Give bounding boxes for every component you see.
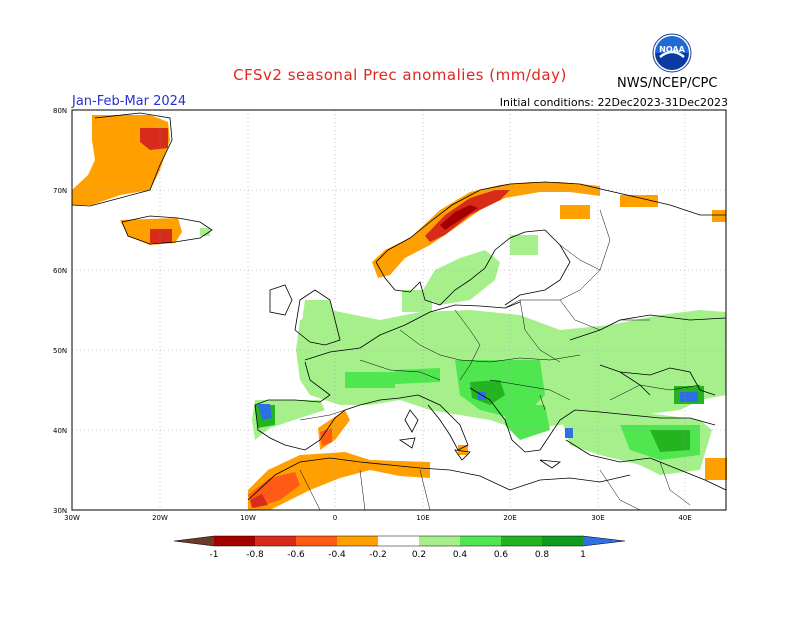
lat-label: 70N — [53, 187, 67, 195]
colorbar-bin — [419, 536, 460, 546]
colorbar-bin — [255, 536, 296, 546]
east-spain-very-dry — [320, 428, 332, 446]
norway-wet — [402, 290, 432, 312]
north-africa-dry — [248, 452, 430, 510]
norway-extreme-dry — [440, 205, 478, 230]
lat-label: 30N — [53, 507, 67, 515]
finland-wet — [510, 235, 538, 255]
colorbar-label: -0.8 — [246, 550, 264, 560]
caucasus-very-wet — [680, 392, 698, 402]
anomaly-fields — [72, 115, 727, 510]
lon-label: 20E — [503, 514, 516, 522]
noaa-logo-icon: NOAA — [652, 33, 692, 73]
alps-wet-mid — [395, 368, 440, 384]
colorbar-label: 0.2 — [412, 550, 426, 560]
middle-east-dry — [705, 458, 727, 480]
morocco-extreme-dry — [250, 494, 268, 508]
turkey-wet-strong — [650, 430, 690, 452]
colorbar-bin — [460, 536, 501, 546]
galicia-very-wet — [258, 404, 272, 420]
far-ne-dry — [712, 210, 726, 222]
colorbar-label: 0.6 — [494, 550, 509, 560]
colorbar-label: -0.2 — [369, 550, 387, 560]
aegean-very-wet — [565, 428, 573, 438]
greece-wet — [505, 405, 550, 440]
lon-label: 10E — [416, 514, 429, 522]
organization-label: NWS/NCEP/CPC — [617, 76, 718, 91]
colorbar-low-arrow — [174, 536, 214, 546]
initial-conditions: Initial conditions: 22Dec2023-31Dec2023 — [499, 96, 728, 109]
country-borders — [299, 209, 701, 511]
forecast-period: Jan-Feb-Mar 2024 — [72, 94, 187, 109]
colorbar-bin — [542, 536, 583, 546]
colorbar-bin — [337, 536, 378, 546]
lon-label: 20W — [152, 514, 168, 522]
uk-wet — [300, 300, 340, 345]
colorbar-label: -0.4 — [328, 550, 346, 560]
greenland-very-dry — [140, 128, 168, 150]
colorbar: -1 -0.8 -0.6 -0.4 -0.2 0.2 0.4 0.6 0.8 1 — [173, 535, 626, 560]
lat-label: 40N — [53, 427, 67, 435]
russia-north-dry — [560, 205, 590, 219]
latitude-labels: 80N 70N 60N 50N 40N 30N — [53, 107, 67, 515]
lat-label: 50N — [53, 347, 67, 355]
adriatic-very-wet — [478, 392, 486, 400]
colorbar-bin — [378, 536, 419, 546]
colorbar-label: 0.8 — [535, 550, 550, 560]
colorbar-label: 1 — [580, 550, 586, 560]
colorbar-label: 0.4 — [453, 550, 468, 560]
italy-south-dry — [458, 445, 468, 455]
kola-dry — [620, 195, 658, 207]
svg-text:NOAA: NOAA — [659, 45, 685, 54]
longitude-labels: 30W 20W 10W 0 10E 20E 30E 40E — [64, 514, 692, 522]
iceland-wet — [200, 228, 210, 236]
colorbar-label: -1 — [210, 550, 219, 560]
graticule — [72, 110, 726, 510]
sweden-wet — [420, 250, 500, 305]
colorbar-label: -0.6 — [287, 550, 305, 560]
colorbar-bin — [501, 536, 542, 546]
map-frame — [71, 109, 727, 511]
lon-label: 30E — [591, 514, 604, 522]
colorbar-bin — [214, 536, 255, 546]
lon-label: 10W — [240, 514, 256, 522]
chart-title: CFSv2 seasonal Prec anomalies (mm/day) — [233, 66, 567, 84]
lon-label: 40E — [678, 514, 691, 522]
colorbar-bin — [296, 536, 337, 546]
lat-label: 80N — [53, 107, 67, 115]
colorbar-high-arrow — [583, 536, 625, 546]
france-wet-mid — [345, 372, 395, 388]
iceland-very-dry — [150, 229, 172, 243]
lon-label: 30W — [64, 514, 80, 522]
lat-label: 60N — [53, 267, 67, 275]
lon-label: 0 — [333, 514, 337, 522]
